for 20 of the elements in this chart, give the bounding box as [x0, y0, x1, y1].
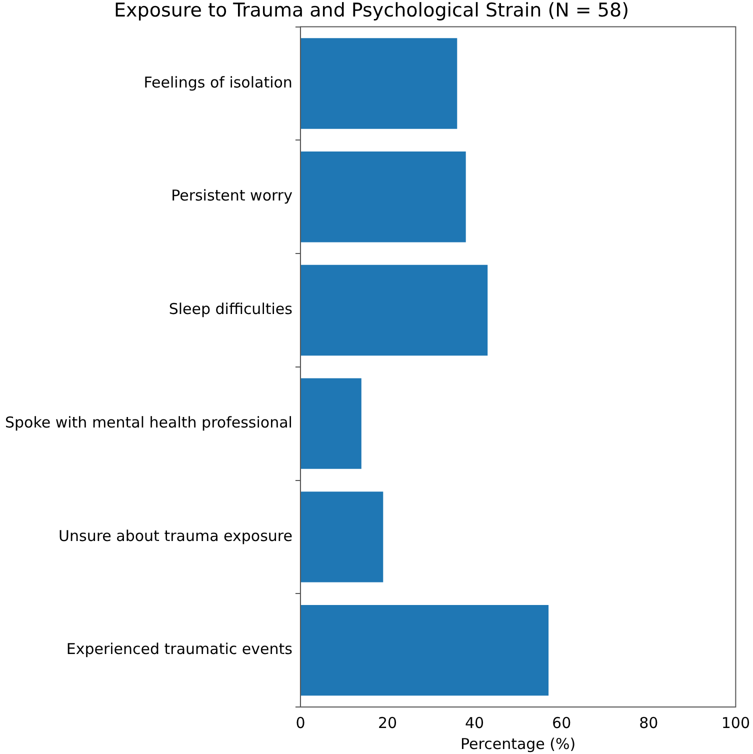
- bar: [300, 264, 488, 356]
- x-axis-title: Percentage (%): [460, 734, 576, 753]
- x-tick-label: 0: [296, 714, 306, 732]
- x-tick-label: 40: [465, 714, 484, 732]
- y-tick-label: Feelings of isolation: [144, 73, 292, 92]
- x-tick-label: 20: [378, 714, 398, 732]
- bar: [300, 38, 458, 129]
- chart-title: Exposure to Trauma and Psychological Strain (N = 58): [114, 0, 629, 22]
- x-tick-label: 60: [552, 714, 572, 732]
- y-tick-label: Unsure about trauma exposure: [58, 526, 292, 545]
- bar: [300, 604, 549, 696]
- y-tick-label: Persistent worry: [171, 186, 293, 205]
- x-tick-label: 80: [639, 714, 658, 732]
- y-tick-label: Sleep difficulties: [168, 300, 293, 318]
- x-tick-label: 100: [721, 714, 750, 732]
- y-tick-label: Experienced traumatic events: [66, 640, 293, 658]
- y-tick-label: Spoke with mental health professional: [4, 413, 292, 432]
- bar: [300, 152, 466, 242]
- bar: [300, 378, 362, 469]
- bar: [300, 492, 384, 582]
